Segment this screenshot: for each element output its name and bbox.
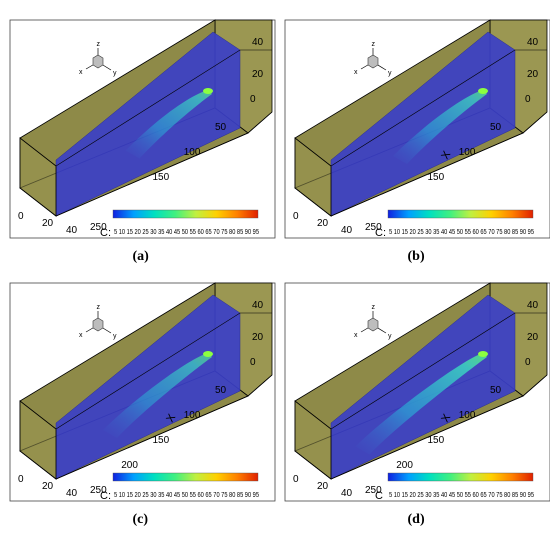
triad-x-label: x (354, 69, 358, 76)
axis-tick-label: 200 (396, 460, 413, 471)
axis-tick-label: 20 (527, 69, 539, 80)
axis-tick-label: 150 (153, 435, 170, 446)
box-edge (55, 49, 272, 167)
axis-tick-label: 40 (527, 300, 539, 311)
axis-tick-label: 40 (252, 300, 264, 311)
plume-source (203, 351, 213, 357)
triad-y-label: y (388, 333, 392, 340)
triad-z-label: z (97, 304, 101, 311)
box-edge (330, 312, 547, 430)
axis-tick-label: 50 (215, 385, 227, 396)
axis-triad: z x y (79, 41, 117, 77)
axis-tick-label: 200 (121, 460, 138, 471)
axis-tick-label: 100 (184, 147, 201, 158)
triad-x-label: x (79, 332, 83, 339)
axis-tick-label: 150 (153, 172, 170, 183)
legend-symbol: C: (100, 227, 111, 239)
concentration-plume (125, 90, 212, 159)
axis-tick-label: 40 (341, 225, 353, 236)
axis-tick-label: 0 (250, 94, 256, 105)
triad-z-label: z (372, 41, 376, 48)
axis-triad: z x y (79, 304, 117, 340)
axis-tick-label: 20 (527, 332, 539, 343)
legend-symbol: C: (375, 227, 386, 239)
axis-triad: z x y (354, 304, 392, 340)
panel-caption: (b) (408, 249, 425, 264)
legend-colorbar (112, 209, 259, 219)
axis-tick-label: 20 (252, 332, 264, 343)
axis-tick-label: 250 (365, 222, 382, 233)
axis-tick-label: 40 (527, 37, 539, 48)
legend-ticks: 5 10 15 20 25 30 35 40 45 50 55 60 65 70… (389, 227, 534, 236)
plume-source (478, 351, 488, 357)
box-edge (55, 111, 273, 217)
concentration-plume (103, 353, 212, 438)
triad-cube-icon (92, 54, 104, 69)
axis-tick-label: 0 (293, 211, 299, 222)
axis-tick-label: 20 (317, 481, 329, 492)
axis-tick-label: 40 (66, 225, 78, 236)
axis-triad: z x y (354, 41, 392, 77)
axis-tick-label: 20 (42, 481, 54, 492)
axis-tick-label: 250 (90, 222, 107, 233)
axis-tick-label: 0 (525, 357, 531, 368)
axis-tick-label: 20 (317, 218, 329, 229)
triad-x-label: x (354, 332, 358, 339)
box-edge (330, 374, 548, 480)
legend-symbol: C (375, 490, 383, 502)
triad-cube-icon (367, 54, 379, 69)
panel-caption: (c) (133, 512, 149, 527)
legend-symbol: C: (100, 490, 111, 502)
legend-ticks: 5 10 15 20 25 30 35 40 45 50 55 60 65 70… (114, 490, 259, 499)
axis-tick-label: 50 (490, 122, 502, 133)
legend-ticks: 5 10 15 20 25 30 35 40 45 50 55 60 65 70… (114, 227, 259, 236)
axis-tick-label: 150 (428, 172, 445, 183)
axis-tick-label: 100 (459, 147, 476, 158)
concentration-plume (393, 90, 487, 164)
legend-colorbar (387, 472, 534, 482)
plume-source (203, 88, 213, 94)
box-edge (55, 312, 272, 430)
plume-source (478, 88, 488, 94)
triad-y-label: y (113, 70, 117, 77)
axis-tick-label: 100 (459, 410, 476, 421)
box-edge (55, 374, 273, 480)
legend-colorbar (387, 209, 534, 219)
panel-caption: (a) (133, 249, 150, 264)
box-edge (330, 111, 548, 217)
triad-cube-icon (92, 317, 104, 332)
legend-colorbar (112, 472, 259, 482)
panel-caption: (d) (408, 512, 425, 527)
triad-z-label: z (372, 304, 376, 311)
triad-y-label: y (113, 333, 117, 340)
triad-cube-icon (367, 317, 379, 332)
axis-tick-label: 250 (90, 485, 107, 496)
axis-tick-label: 40 (66, 488, 78, 499)
axis-tick-label: 0 (293, 474, 299, 485)
box-edge (330, 49, 547, 167)
legend-ticks: 5 10 15 20 25 30 35 40 45 50 55 60 65 70… (389, 490, 534, 499)
axis-tick-label: 50 (490, 385, 502, 396)
axis-tick-label: 0 (525, 94, 531, 105)
concentration-plume (355, 353, 487, 455)
triad-y-label: y (388, 70, 392, 77)
axis-tick-label: 250 (365, 485, 382, 496)
axis-tick-label: 0 (250, 357, 256, 368)
axis-tick-label: 50 (215, 122, 227, 133)
triad-z-label: z (97, 41, 101, 48)
axis-tick-label: 20 (252, 69, 264, 80)
axis-tick-label: 40 (252, 37, 264, 48)
axis-tick-label: 0 (18, 211, 24, 222)
triad-x-label: x (79, 69, 83, 76)
axis-tick-label: 0 (18, 474, 24, 485)
axis-tick-label: 100 (184, 410, 201, 421)
axis-tick-label: 20 (42, 218, 54, 229)
axis-tick-label: 40 (341, 488, 353, 499)
axis-tick-label: 150 (428, 435, 445, 446)
